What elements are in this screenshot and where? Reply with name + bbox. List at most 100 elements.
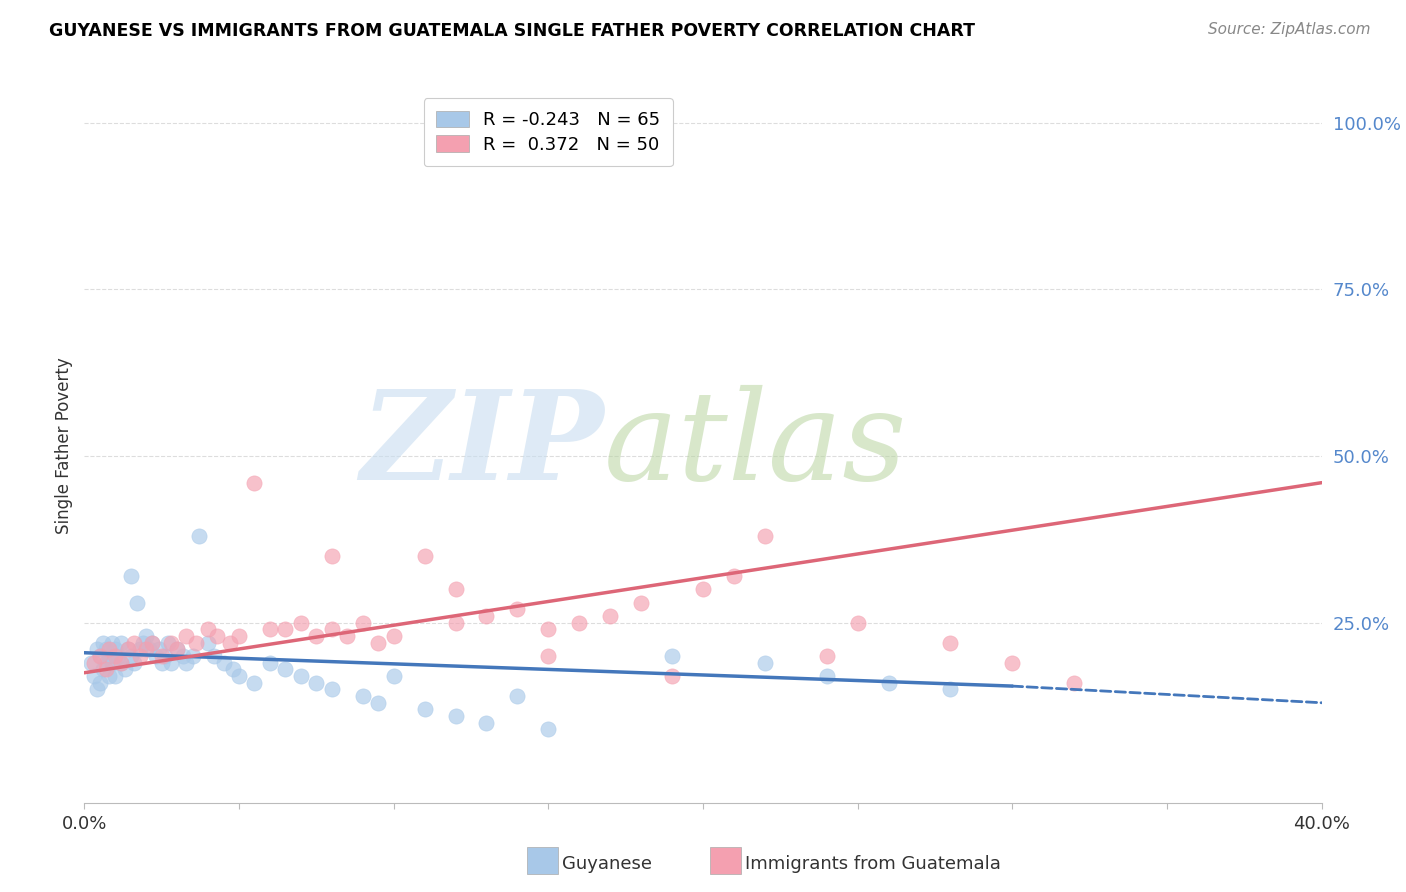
Point [537, 723, 560, 737]
Point [382, 629, 405, 643]
Point [122, 656, 145, 670]
Point [290, 615, 312, 630]
Point [336, 629, 359, 643]
Point [202, 649, 225, 664]
Point [153, 649, 176, 664]
Point [122, 636, 145, 650]
Point [101, 656, 124, 670]
Text: GUYANESE VS IMMIGRANTS FROM GUATEMALA SINGLE FATHER POVERTY CORRELATION CHART: GUYANESE VS IMMIGRANTS FROM GUATEMALA SI… [49, 22, 976, 40]
Point [104, 669, 127, 683]
Point [145, 649, 167, 664]
Point [94, 662, 117, 676]
Text: Immigrants from Guatemala: Immigrants from Guatemala [745, 855, 1001, 873]
Point [367, 696, 389, 710]
Text: Source: ZipAtlas.com: Source: ZipAtlas.com [1208, 22, 1371, 37]
Point [114, 662, 136, 676]
Point [599, 609, 621, 624]
Point [89, 649, 111, 664]
Point [939, 682, 962, 697]
Point [187, 529, 209, 543]
Point [166, 642, 188, 657]
Point [537, 649, 560, 664]
Point [754, 529, 776, 543]
Point [104, 649, 127, 664]
Point [176, 656, 198, 670]
Point [101, 636, 124, 650]
Point [243, 475, 266, 490]
Point [506, 689, 529, 703]
Point [259, 623, 281, 637]
Point [444, 615, 467, 630]
Point [110, 656, 132, 670]
Point [352, 689, 374, 703]
Text: atlas: atlas [605, 385, 907, 507]
Point [413, 549, 436, 563]
Point [156, 636, 179, 650]
Point [321, 623, 343, 637]
Point [135, 642, 157, 657]
Point [166, 642, 188, 657]
Point [197, 636, 219, 650]
Point [150, 656, 173, 670]
Point [259, 656, 281, 670]
Point [321, 682, 343, 697]
Point [86, 682, 108, 697]
Point [132, 636, 155, 650]
Point [413, 702, 436, 716]
Point [125, 596, 148, 610]
Point [475, 715, 498, 730]
Point [207, 629, 229, 643]
Point [148, 642, 170, 657]
Point [176, 629, 198, 643]
Point [94, 642, 117, 657]
Point [444, 709, 467, 723]
Point [846, 615, 869, 630]
Y-axis label: Single Father Poverty: Single Father Poverty [55, 358, 73, 534]
Point [305, 675, 328, 690]
Point [104, 642, 127, 657]
Point [367, 636, 389, 650]
Point [321, 549, 343, 563]
Point [83, 656, 105, 670]
Point [1063, 675, 1085, 690]
Point [877, 675, 900, 690]
Point [98, 649, 121, 664]
Point [290, 669, 312, 683]
Point [692, 582, 714, 597]
Point [141, 636, 163, 650]
Point [98, 642, 121, 657]
Point [537, 623, 560, 637]
Point [815, 669, 838, 683]
Point [129, 642, 152, 657]
Point [382, 669, 405, 683]
Point [1001, 656, 1024, 670]
Point [222, 662, 245, 676]
Point [661, 649, 683, 664]
Point [160, 656, 183, 670]
Point [94, 656, 117, 670]
Point [79, 656, 101, 670]
Point [89, 649, 111, 664]
Point [107, 649, 129, 664]
Point [98, 669, 121, 683]
Point [135, 629, 157, 643]
Point [129, 649, 152, 664]
Point [218, 636, 240, 650]
Text: Guyanese: Guyanese [562, 855, 652, 873]
Point [243, 675, 266, 690]
Point [86, 642, 108, 657]
Text: ZIP: ZIP [360, 385, 605, 507]
Point [506, 602, 529, 616]
Point [110, 636, 132, 650]
Point [475, 609, 498, 624]
Point [212, 656, 235, 670]
Point [181, 649, 204, 664]
Point [444, 582, 467, 597]
Point [228, 629, 250, 643]
Point [91, 662, 114, 676]
Point [160, 636, 183, 650]
Point [83, 669, 105, 683]
Point [117, 642, 139, 657]
Point [274, 623, 297, 637]
Point [754, 656, 776, 670]
